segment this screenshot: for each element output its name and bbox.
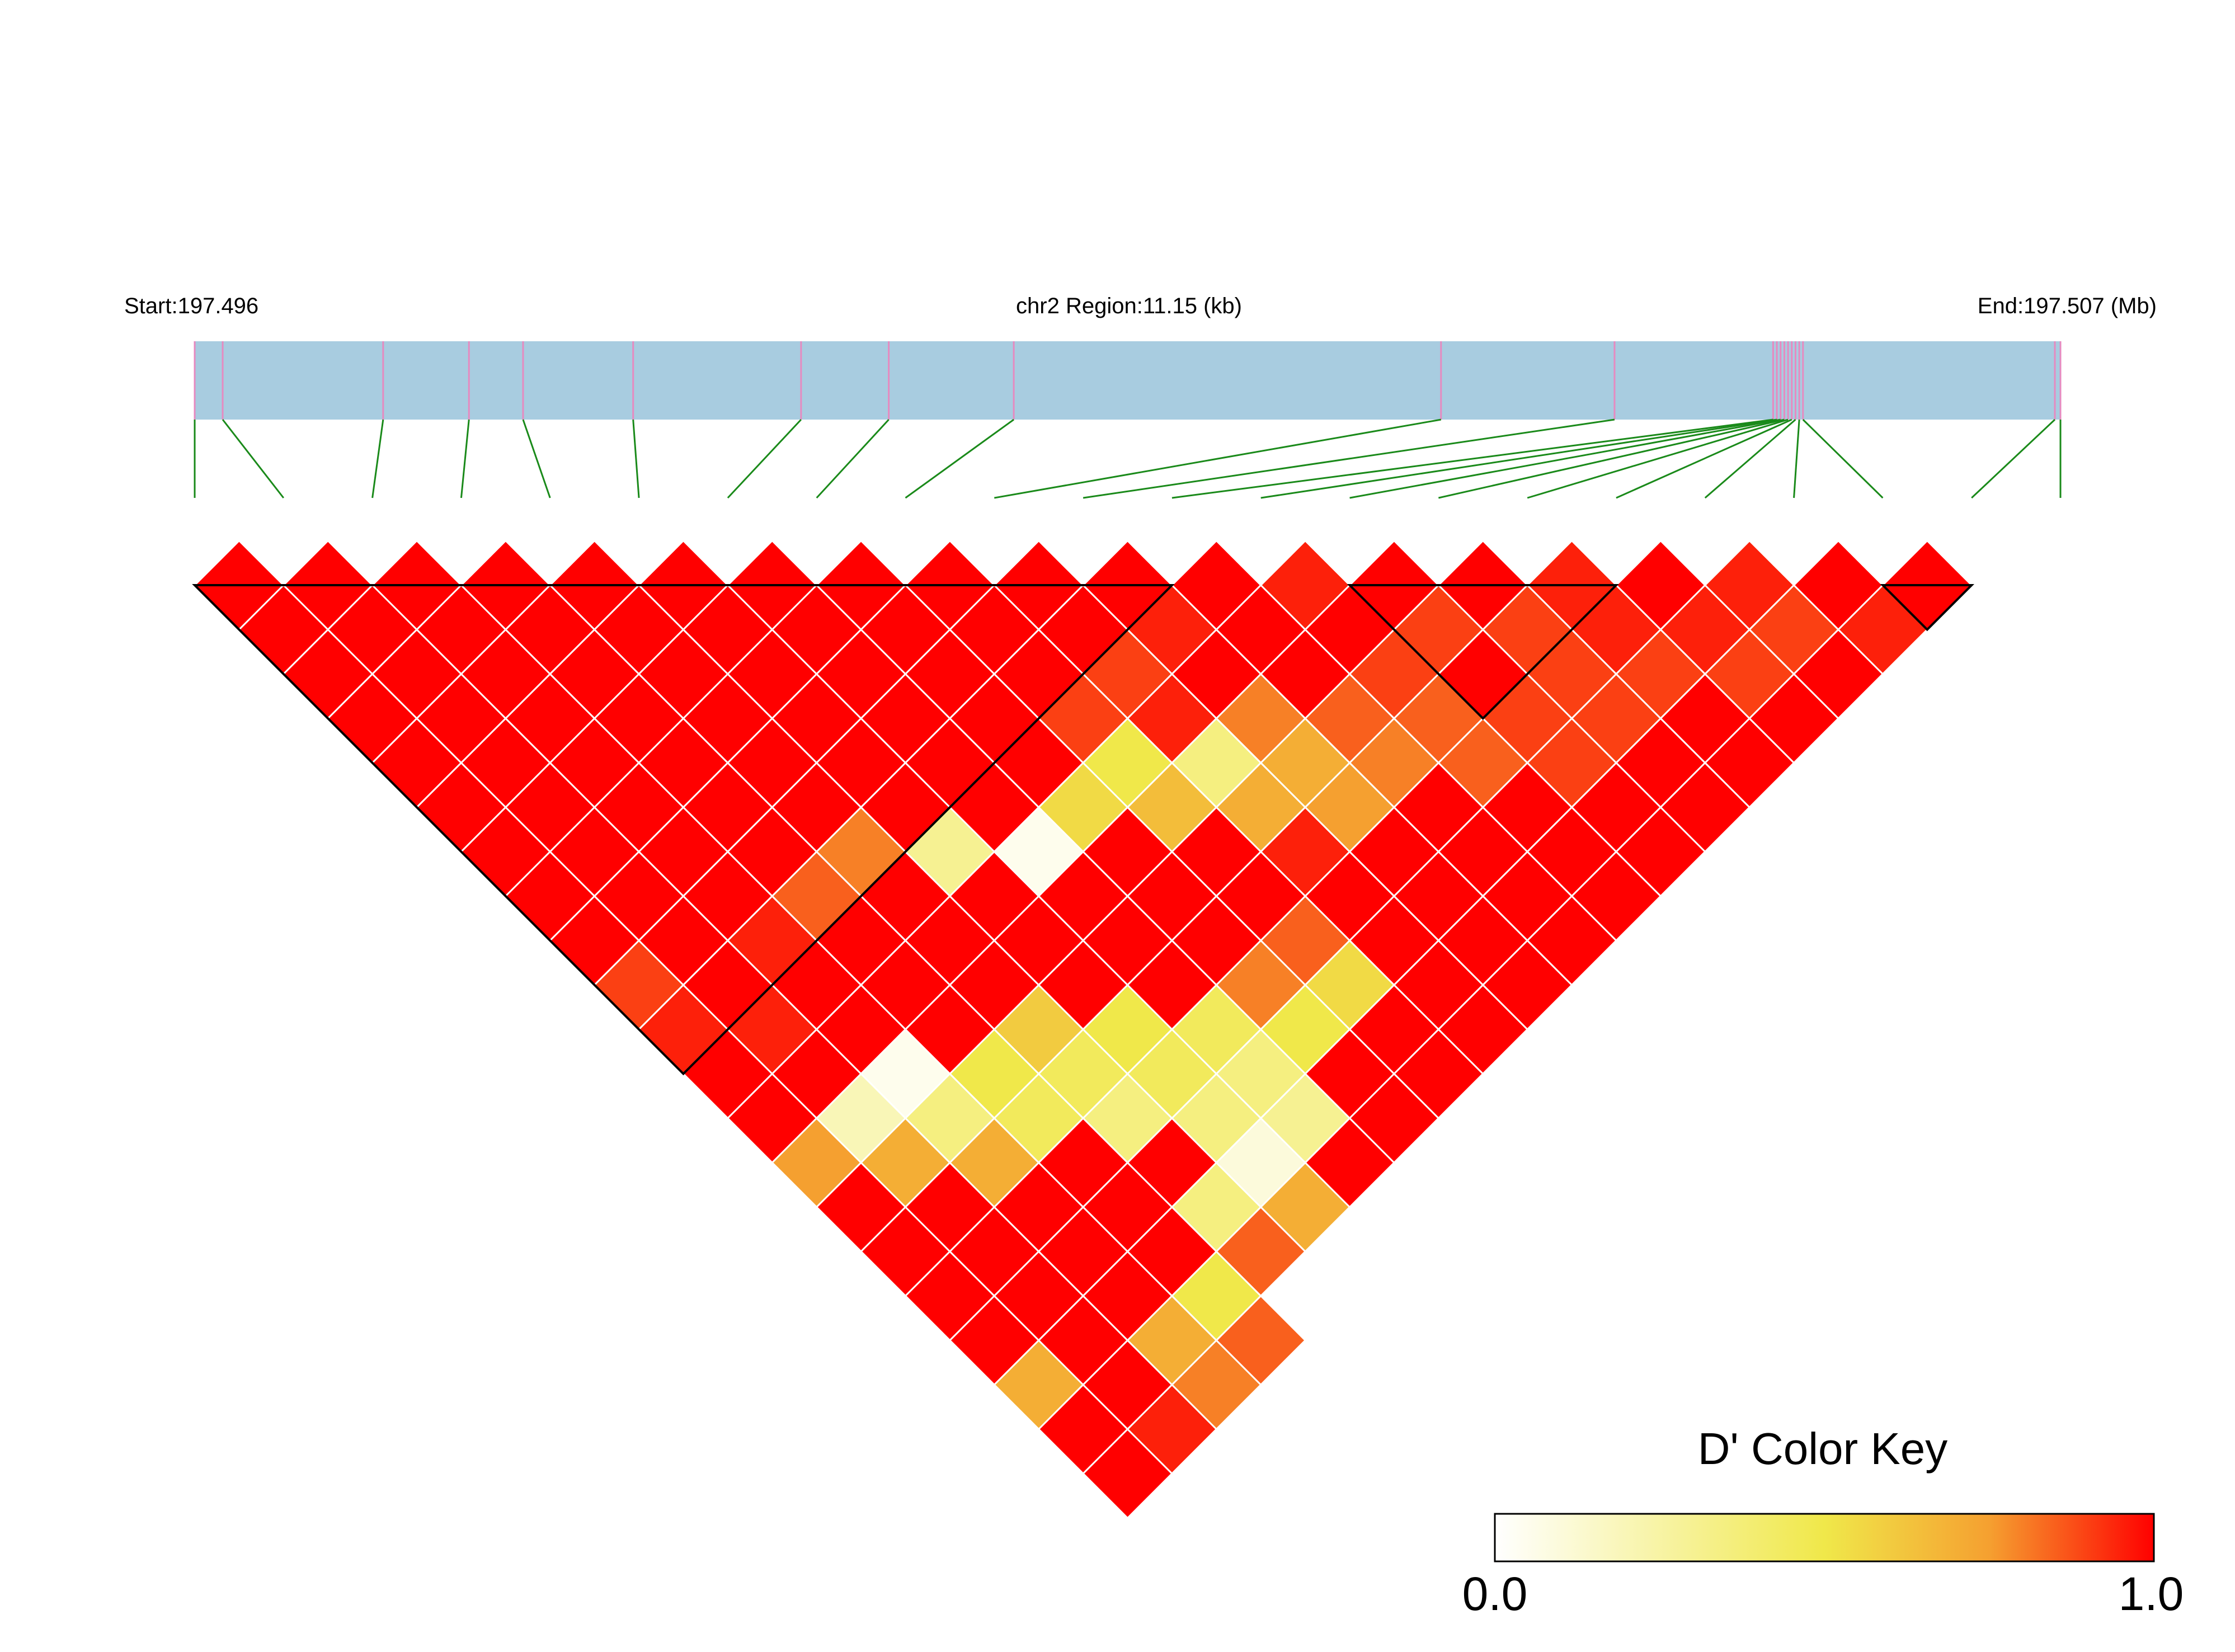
color-key-title: D' Color Key: [1698, 1424, 1948, 1474]
end-label: End:197.507 (Mb): [1978, 294, 2157, 318]
color-key-max-label: 1.0: [2119, 1568, 2184, 1620]
haplotype-block-2: [1347, 584, 1619, 721]
snp-connector-18: [1704, 418, 1796, 499]
snp-connector-2: [222, 419, 284, 498]
region-track: [195, 341, 2060, 420]
snp-connector-3: [371, 419, 384, 498]
haplotype-block-1: [192, 584, 1175, 1076]
snp-connector-4: [460, 419, 470, 498]
snp-connector-19: [1793, 419, 1800, 498]
snp-connector-6: [632, 419, 640, 498]
haplotype-block-3: [1880, 584, 1975, 632]
snp-connector-20: [1802, 418, 1884, 499]
snp-connector-group: [194, 418, 2062, 499]
haplotype-block-outlines: [192, 584, 1975, 1076]
snp-connector-10: [994, 418, 1442, 499]
snp-connector-7: [727, 418, 802, 499]
snp-connector-5: [522, 419, 551, 498]
ld-cell-4-22: [1215, 1295, 1307, 1386]
snp-connector-13: [1260, 418, 1777, 499]
snp-connector-21: [1971, 418, 2056, 499]
snp-connector-17: [1616, 418, 1792, 499]
snp-tick-group: [194, 341, 2062, 420]
snp-connector-14: [1349, 418, 1781, 499]
snp-connector-15: [1438, 418, 1785, 499]
snp-connector-16: [1527, 418, 1789, 499]
color-key-min-label: 0.0: [1462, 1568, 1528, 1620]
snp-connector-9: [905, 418, 1014, 499]
snp-connector-11: [1083, 418, 1615, 499]
snp-connector-8: [816, 418, 890, 499]
snp-connector-12: [1171, 418, 1773, 499]
region-label: chr2 Region:11.15 (kb): [1016, 294, 1242, 318]
ld-heatmap: [193, 539, 1973, 1519]
color-key-bar: [1494, 1513, 2155, 1562]
start-label: Start:197.496: [124, 294, 258, 318]
